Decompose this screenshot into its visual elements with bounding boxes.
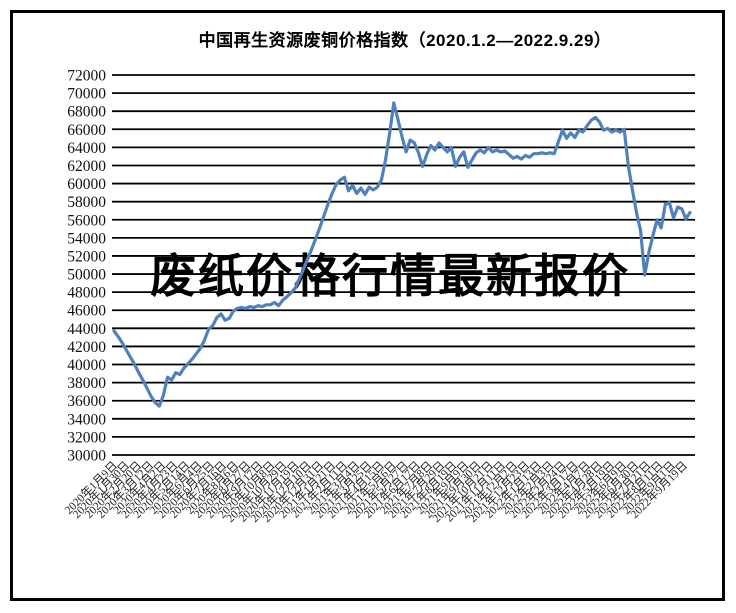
x-axis-labels: 2020年1月9日2020年1月30日2020年2月20日2020年3月12日2… <box>61 458 690 525</box>
y-axis-label: 40000 <box>67 357 106 374</box>
y-axis-label: 68000 <box>67 104 106 121</box>
y-axis-label: 66000 <box>67 122 106 139</box>
y-axis-label: 42000 <box>67 339 106 356</box>
y-axis-label: 62000 <box>67 158 106 175</box>
y-axis-label: 32000 <box>67 429 106 446</box>
y-axis-label: 56000 <box>67 212 106 229</box>
y-axis-labels: 30000 32000340003600038000400004200044000… <box>67 68 106 465</box>
y-axis-label: 52000 <box>67 248 106 265</box>
y-axis-label: 44000 <box>67 321 106 338</box>
price-line-series <box>112 101 692 408</box>
chart-frame-border <box>10 10 725 601</box>
y-axis-label: 64000 <box>67 140 106 157</box>
y-axis-label: 46000 <box>67 303 106 320</box>
y-axis-label: 30000 <box>67 448 106 465</box>
y-axis-label: 38000 <box>67 375 106 392</box>
y-axis-label: 60000 <box>67 176 106 193</box>
chart-title: 中国再生资源废铜价格指数（2020.1.2—2022.9.29） <box>198 31 612 50</box>
y-axis-label: 70000 <box>67 86 106 103</box>
y-axis-label: 48000 <box>67 285 106 302</box>
y-axis-label: 34000 <box>67 411 106 428</box>
y-axis-label: 72000 <box>67 68 106 85</box>
y-axis-label: 36000 <box>67 393 106 410</box>
y-axis-label: 50000 <box>67 267 106 284</box>
watermark-text: 废纸价格行情最新报价 <box>150 250 630 302</box>
y-axis-label: 58000 <box>67 194 106 211</box>
y-axis-label: 54000 <box>67 230 106 247</box>
